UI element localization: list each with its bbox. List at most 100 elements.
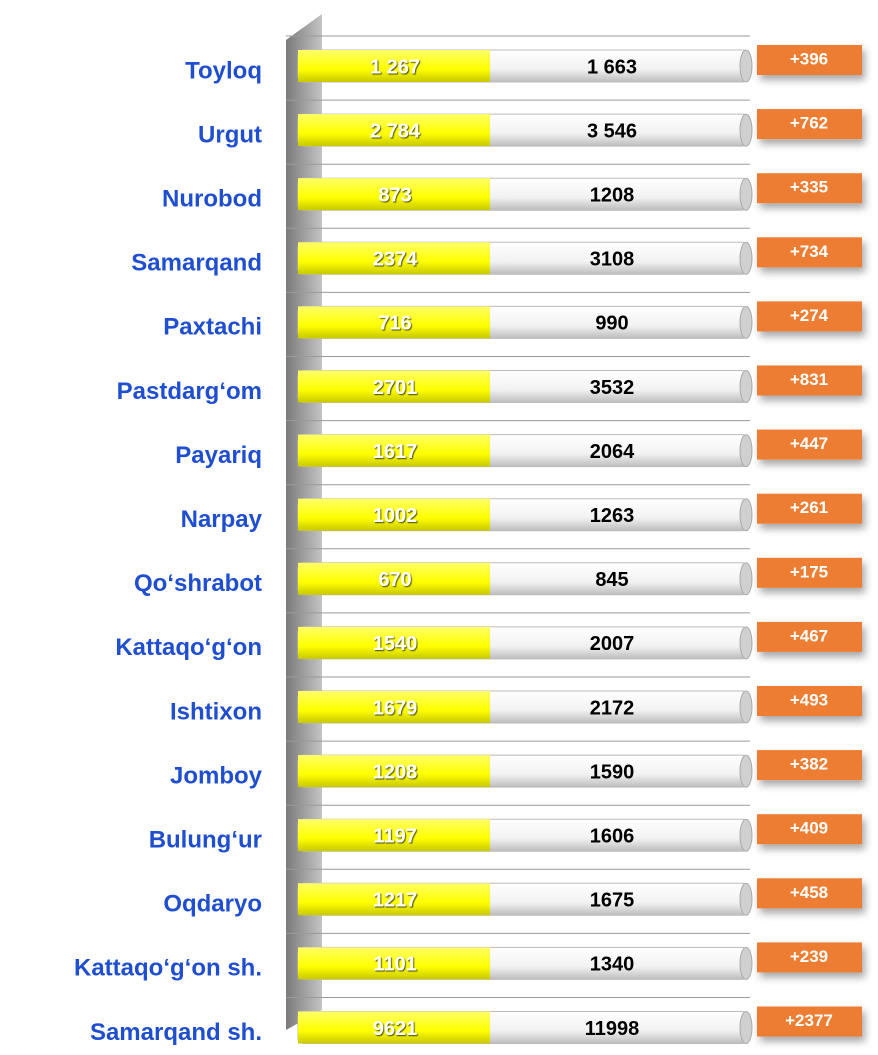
bar-yellow [298,114,490,147]
row-label: Nurobod [162,186,262,213]
row-label: Pastdarg‘om [117,378,262,405]
value-before: 2374 [373,249,418,271]
diff-box [757,750,862,781]
diff-value: +447 [790,434,828,453]
bar-end [739,626,753,660]
value-before: 1217 [373,890,418,912]
diff-value: +458 [790,883,828,902]
value-after: 1 663 [587,56,637,78]
diff-value: +396 [790,49,828,68]
value-after: 3108 [590,249,635,271]
diff-value: +831 [790,370,828,389]
row-label: Kattaqo‘g‘on sh. [74,955,262,982]
value-after: 3 546 [587,120,637,142]
value-after: 1208 [590,184,635,206]
value-before: 670 [378,569,411,591]
row-label: Toyloq [185,57,262,84]
diff-box [757,365,862,396]
bar-yellow [298,50,490,82]
diff-box [757,429,862,460]
diff-box [757,878,862,909]
value-after: 3532 [590,377,635,399]
diff-value: +175 [790,562,828,581]
row-label: Payariq [175,442,262,469]
value-before: 1617 [373,441,418,463]
bar-end [739,562,753,596]
diff-box [757,621,862,652]
bar-end [739,882,753,916]
value-before: 716 [378,313,411,335]
bar-end [739,241,753,275]
value-before: 1540 [373,633,418,655]
bar-yellow [298,562,490,595]
bar-yellow [298,947,490,980]
diff-box [757,1006,862,1037]
bar-end [739,818,753,852]
diff-value: +493 [790,690,828,709]
value-after: 1263 [590,505,635,527]
bar-yellow [298,1011,490,1044]
row-label: Oqdaryo [163,891,262,918]
row-label: Samarqand sh. [90,1019,262,1046]
value-before: 873 [378,184,411,206]
value-after: 1606 [590,825,635,847]
diff-value: +409 [790,819,828,838]
diff-value: +261 [790,498,828,517]
bar-yellow [298,370,490,403]
bar-yellow [298,883,490,916]
diff-box [757,814,862,845]
diff-box [757,237,862,268]
diff-value: +239 [790,947,828,966]
bar-end [739,946,753,980]
diff-box [757,173,862,204]
row-label: Bulung‘ur [149,827,262,854]
bar-end [739,498,753,532]
bar-yellow [298,626,490,659]
bar-yellow [298,755,490,788]
row-label: Narpay [181,506,263,533]
value-after: 1590 [590,761,635,783]
diff-box [757,45,862,75]
bar-yellow [298,178,490,211]
diff-value: +2377 [785,1011,833,1030]
value-before: 1208 [373,761,418,783]
value-before: 1 267 [370,56,420,78]
value-after: 845 [595,569,628,591]
value-before: 2 784 [370,120,421,142]
diff-value: +274 [790,306,829,325]
bar-end [739,177,753,211]
value-after: 11998 [585,1018,640,1040]
value-after: 1340 [590,954,635,976]
value-before: 1002 [373,505,418,527]
bar-end [739,113,753,147]
bar-end [739,49,753,83]
value-after: 1675 [590,890,635,912]
diff-value: +734 [790,242,829,261]
value-after: 2172 [590,697,635,719]
value-after: 990 [595,313,628,335]
row-label: Urgut [198,121,262,148]
bar-end [739,305,753,339]
bar-yellow [298,691,490,723]
value-before: 2701 [373,377,418,399]
row-label: Jomboy [170,762,263,789]
value-before: 1679 [373,697,418,719]
diff-value: +762 [790,114,828,133]
diff-box [757,557,862,588]
diff-box [757,686,862,716]
row-label: Qo‘shrabot [134,570,262,597]
bar-end [739,754,753,788]
bar-yellow [298,306,490,339]
value-after: 2007 [590,633,635,655]
diff-value: +467 [790,626,828,645]
value-after: 2064 [590,441,635,463]
diff-value: +335 [790,178,828,197]
value-before: 9621 [373,1018,418,1040]
bar-yellow [298,498,490,531]
diff-box [757,109,862,140]
bar-yellow [298,819,490,852]
value-before: 1101 [373,954,416,976]
bar-yellow [298,242,490,275]
